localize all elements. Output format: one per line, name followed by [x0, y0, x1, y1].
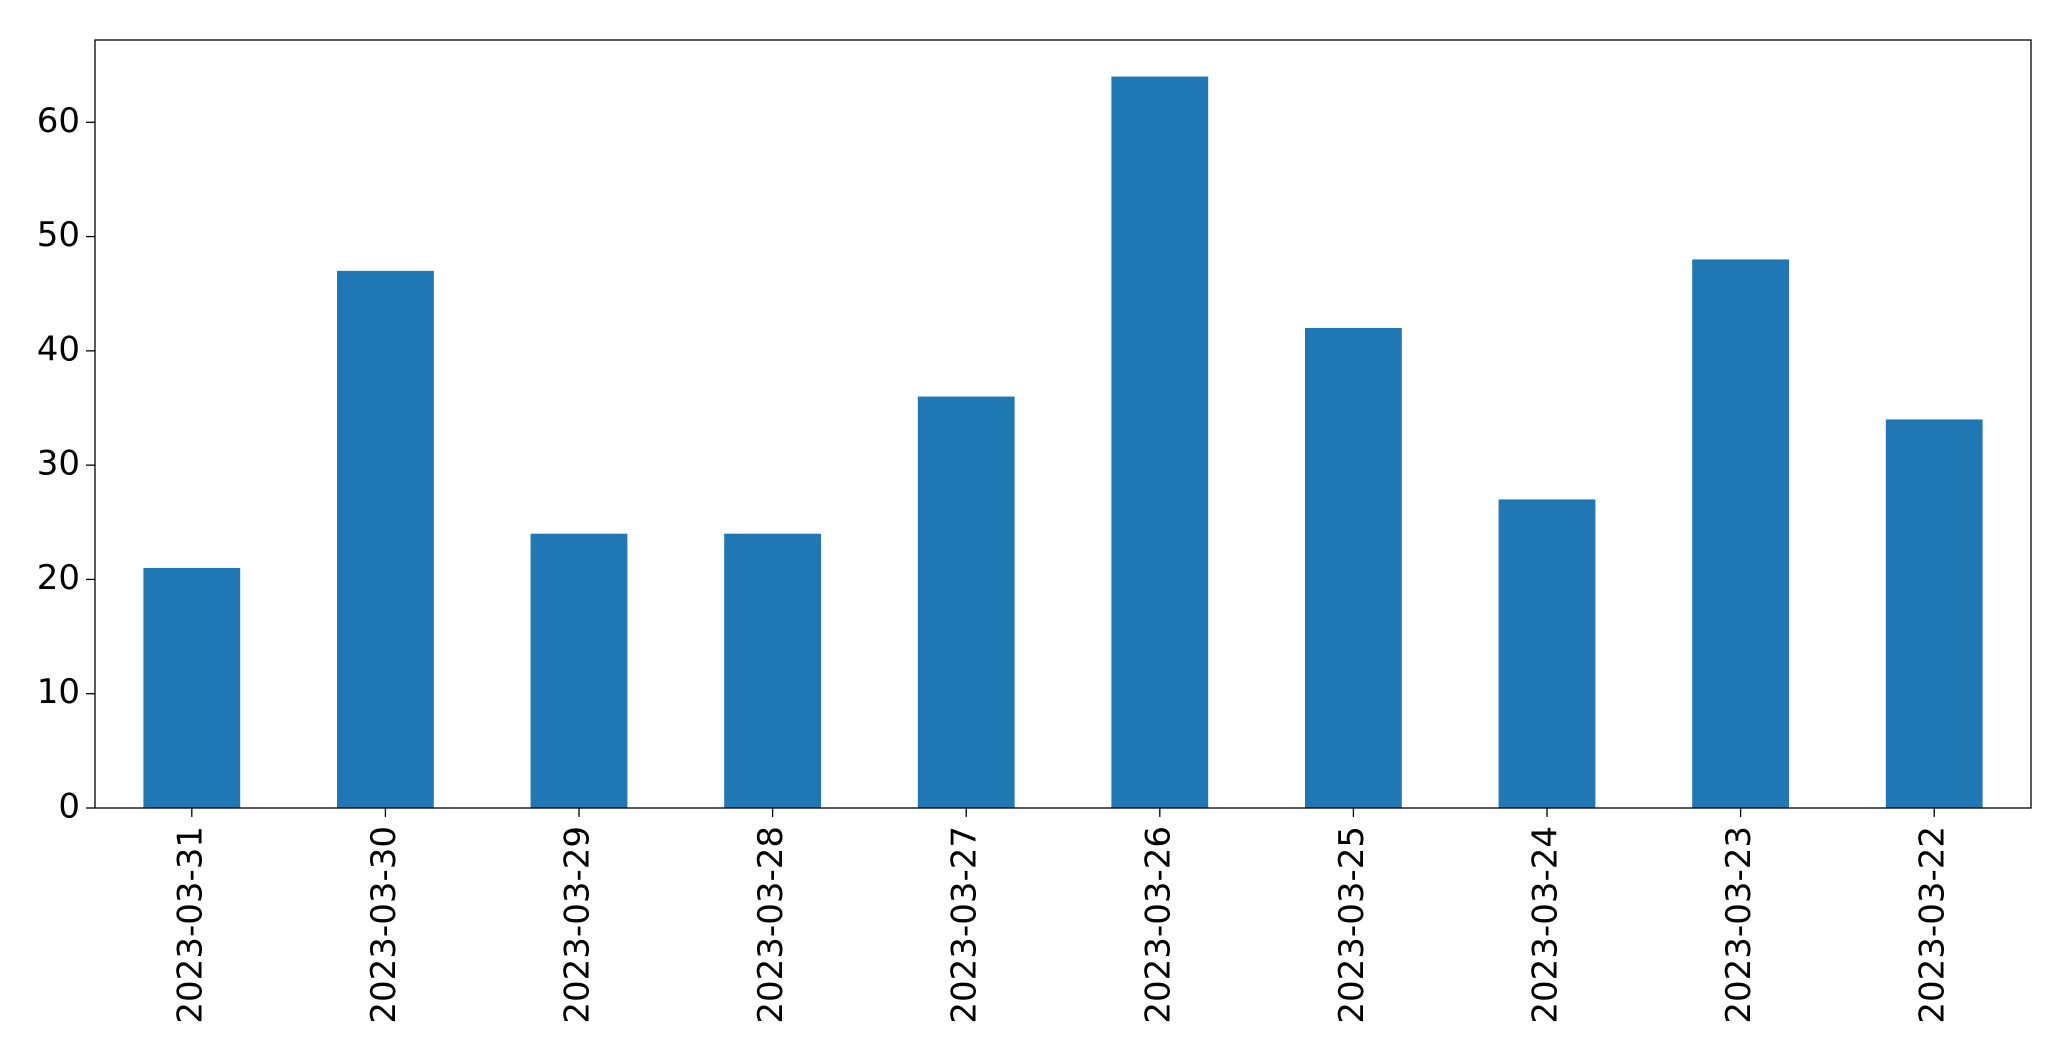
- bar: [143, 568, 241, 808]
- bar: [1498, 499, 1596, 808]
- x-tick-label: 2023-03-24: [1526, 826, 1566, 1024]
- x-tick-label: 2023-03-28: [751, 826, 791, 1024]
- x-tick-label: 2023-03-27: [945, 826, 985, 1024]
- x-tick-label: 2023-03-25: [1332, 826, 1372, 1024]
- bar: [337, 270, 434, 808]
- x-tick-label: 2023-03-26: [1138, 826, 1178, 1024]
- x-tick-label: 2023-03-23: [1719, 826, 1759, 1024]
- y-tick-label: 40: [37, 329, 80, 369]
- bar: [1885, 419, 1983, 808]
- x-tick-label: 2023-03-31: [170, 826, 210, 1024]
- y-tick-label: 30: [37, 444, 80, 484]
- bar: [1111, 76, 1209, 809]
- y-tick-label: 50: [37, 215, 80, 255]
- bar: [1305, 328, 1402, 808]
- x-tick-label: 2023-03-30: [364, 826, 404, 1024]
- y-tick-label: 0: [58, 787, 80, 827]
- y-tick-label: 60: [37, 101, 80, 141]
- bar: [724, 533, 821, 808]
- x-tick-label: 2023-03-29: [558, 826, 598, 1024]
- plot-frame: [94, 39, 2032, 809]
- bar: [1692, 259, 1789, 808]
- x-tick-label: 2023-03-22: [1913, 826, 1953, 1024]
- y-tick-label: 10: [37, 672, 80, 712]
- y-tick-label: 20: [37, 558, 80, 598]
- bar: [917, 396, 1015, 808]
- bar: [530, 533, 628, 808]
